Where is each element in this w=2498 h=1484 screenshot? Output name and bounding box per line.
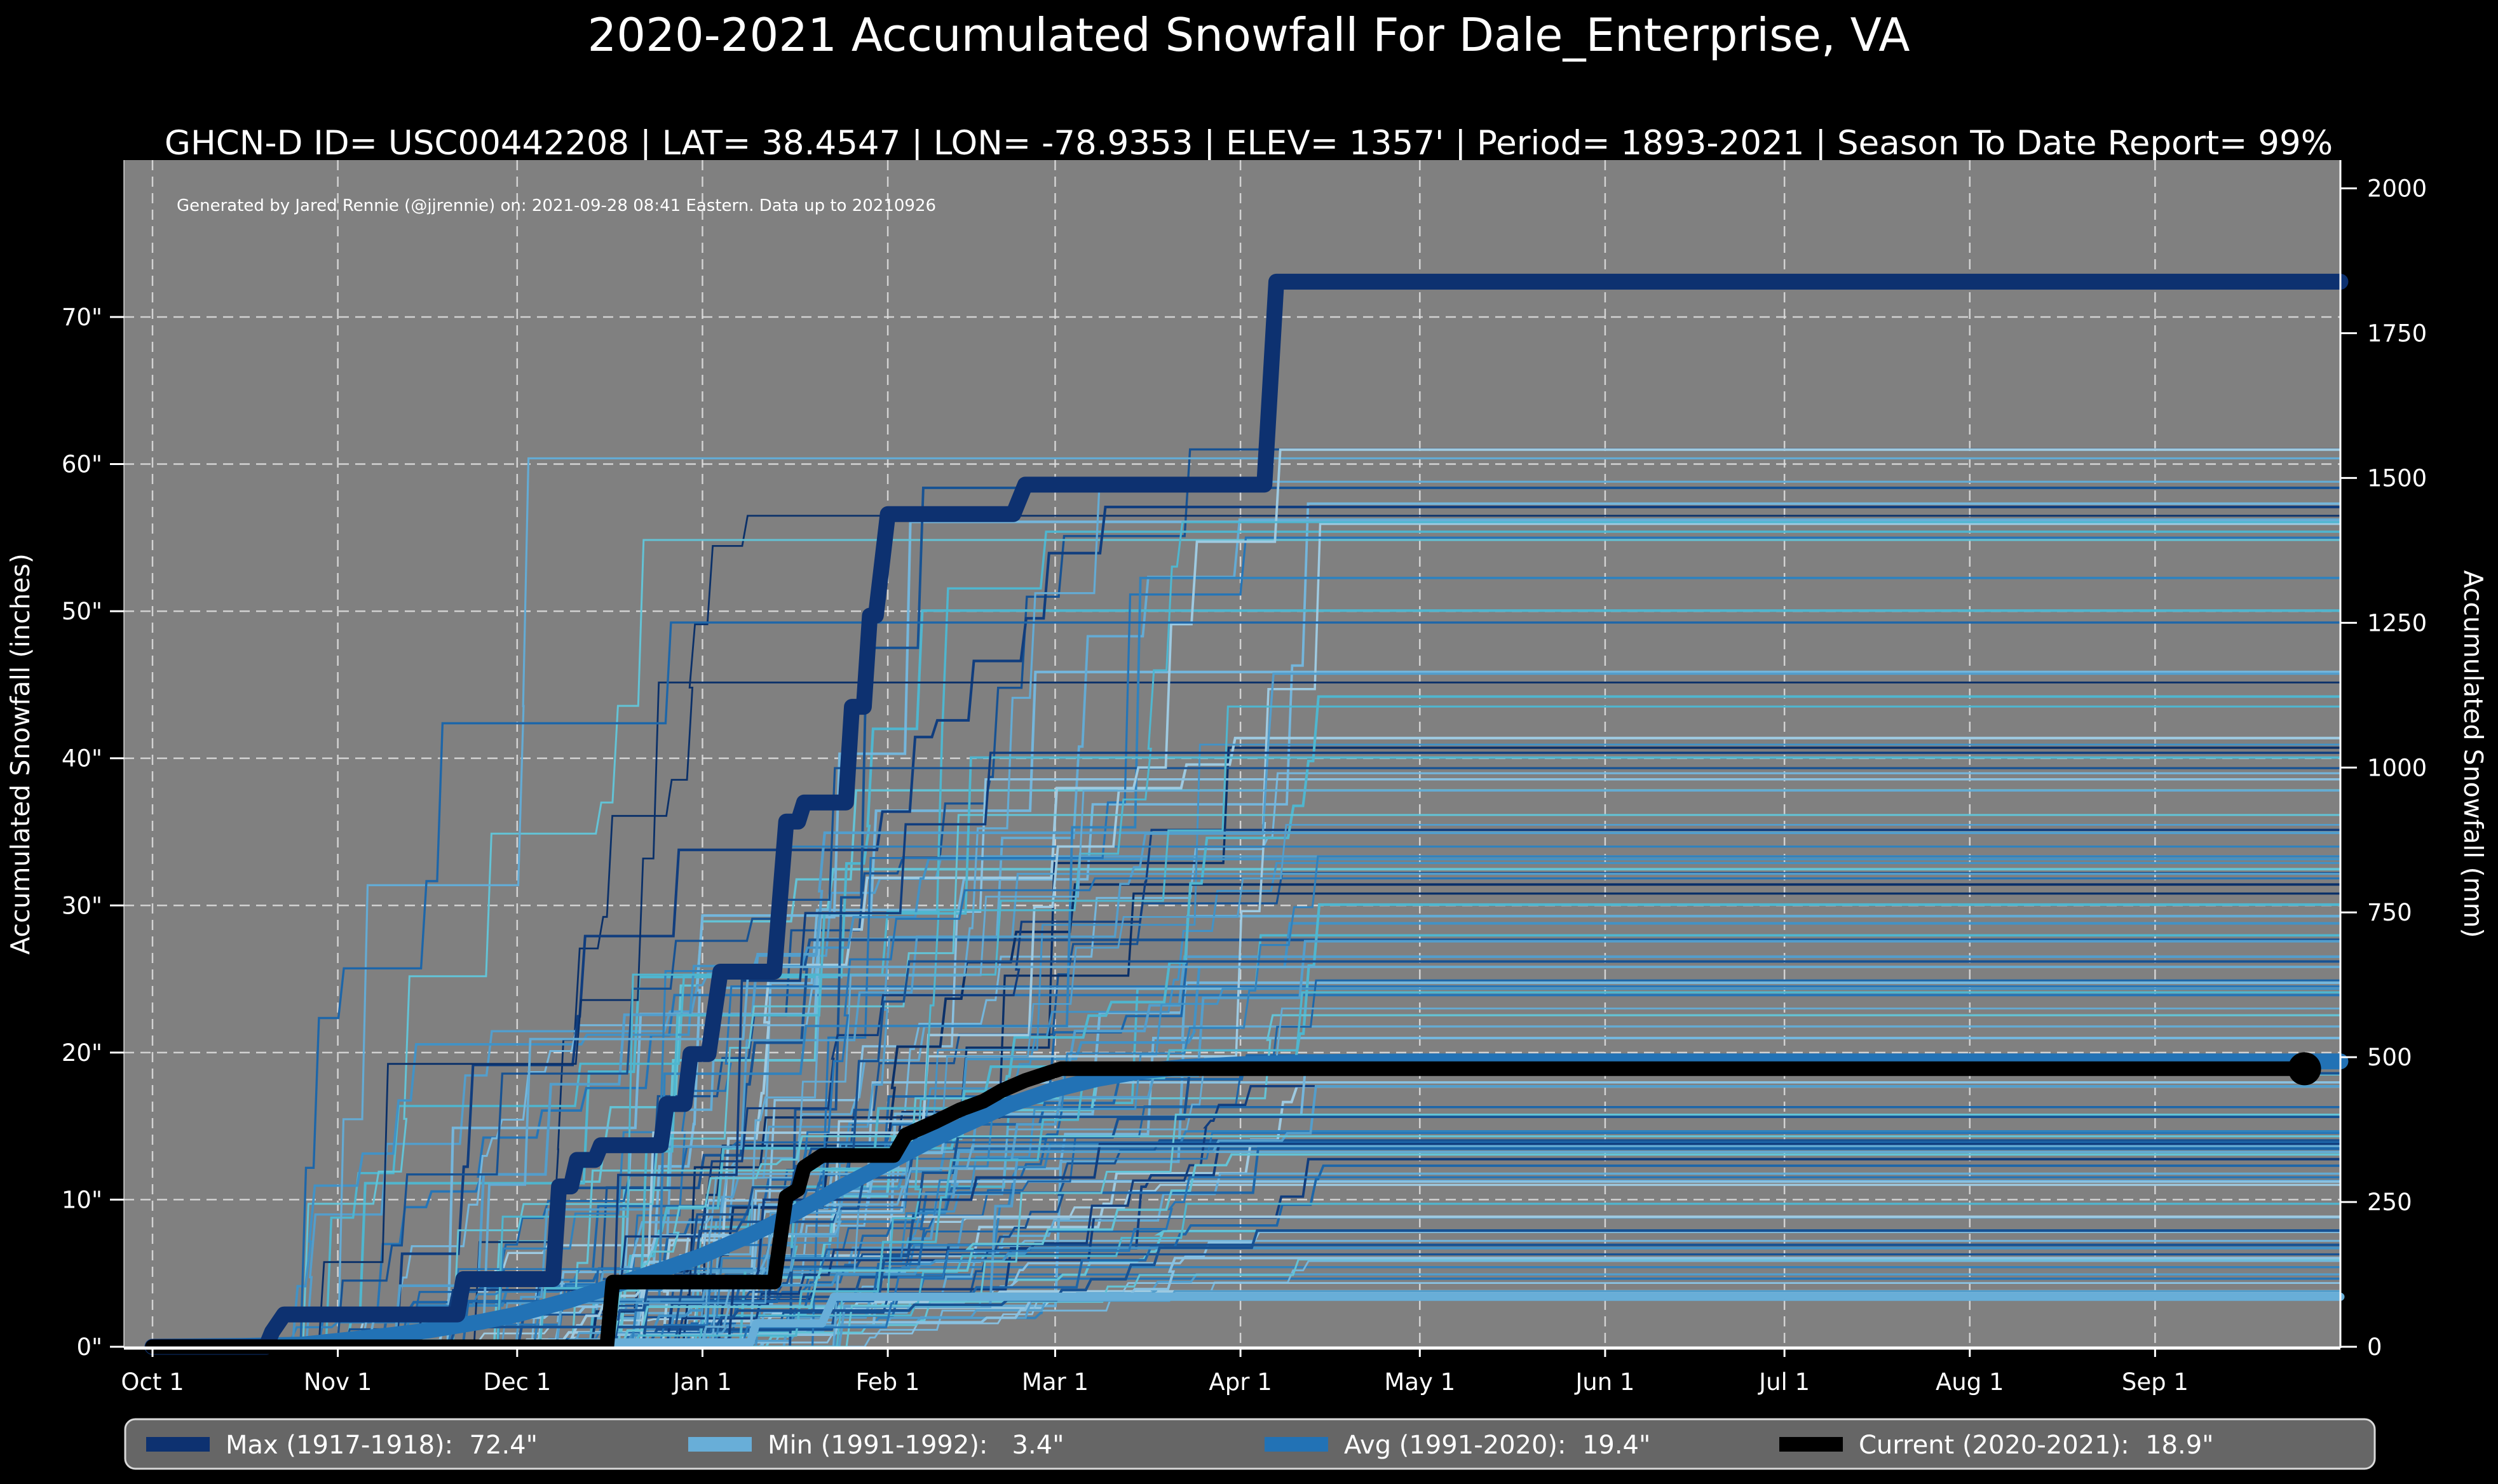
season-line — [153, 960, 2340, 1348]
x-tick-label: Aug 1 — [1936, 1368, 2004, 1396]
current-end-marker — [2288, 1052, 2321, 1086]
y-right-tick-label: 1500 — [2367, 464, 2427, 492]
legend-item-current: Current (2020-2021): 18.9" — [1779, 1431, 2214, 1460]
x-tick-label: Jun 1 — [1574, 1368, 1634, 1396]
y-axis-label-right: Accumulated Snowfall (mm) — [2458, 570, 2488, 938]
season-line — [153, 790, 2340, 1348]
max-line — [144, 273, 2349, 1355]
y-left-tick-label: 0" — [76, 1333, 102, 1361]
y-right-tick-label: 0 — [2367, 1333, 2382, 1361]
y-right-tick-label: 250 — [2367, 1189, 2412, 1216]
season-line — [153, 756, 2340, 1348]
legend-swatch-max — [146, 1437, 210, 1452]
generated-by-annotation: Generated by Jared Rennie (@jjrennie) on… — [177, 196, 936, 215]
season-line — [153, 872, 2340, 1348]
x-tick-label: Dec 1 — [483, 1368, 551, 1396]
season-line — [153, 1260, 2340, 1348]
y-left-tick-label: 50" — [62, 598, 102, 625]
season-line — [153, 539, 2340, 1348]
season-line — [153, 1145, 2340, 1348]
y-axis-label-left: Accumulated Snowfall (inches) — [5, 553, 36, 955]
y-left-tick-label: 60" — [62, 451, 102, 478]
season-line — [153, 1139, 2340, 1348]
season-line — [153, 1203, 2340, 1348]
season-line — [153, 515, 2340, 1348]
y-right-tick-label: 750 — [2367, 899, 2412, 926]
x-tick-label: Sep 1 — [2122, 1368, 2189, 1396]
x-tick-label: Mar 1 — [1022, 1368, 1089, 1396]
axes — [110, 160, 2357, 1357]
season-line — [153, 1153, 2340, 1348]
legend-label-min: Min (1991-1992): 3.4" — [768, 1431, 1064, 1460]
season-line — [153, 1157, 2340, 1348]
y-left-tick-label: 40" — [62, 745, 102, 772]
y-left-tick-label: 10" — [62, 1186, 102, 1213]
season-line — [153, 530, 2340, 1348]
highlighted-series — [144, 273, 2349, 1355]
chart-subtitle: GHCN-D ID= USC00442208 | LAT= 38.4547 | … — [165, 124, 2333, 163]
season-line — [153, 1085, 2340, 1348]
legend-item-min: Min (1991-1992): 3.4" — [688, 1431, 1064, 1460]
legend-swatch-current — [1779, 1437, 1843, 1452]
tick-labels: 0" 10" 20" 30" 40" 50" 60" 70" 0 250 500 750 1000 125… — [62, 175, 2427, 1396]
season-line — [153, 695, 2340, 1349]
season-line — [153, 1114, 2340, 1348]
season-line — [153, 940, 2340, 1348]
historical-season-lines — [153, 448, 2340, 1349]
season-line — [153, 1258, 2340, 1348]
x-tick-label: May 1 — [1384, 1368, 1455, 1396]
current-line — [145, 1061, 2312, 1354]
season-line — [153, 621, 2340, 1348]
y-right-tick-label: 1000 — [2367, 754, 2427, 781]
y-right-tick-label: 500 — [2367, 1044, 2412, 1071]
legend-swatch-min — [688, 1437, 752, 1452]
season-line — [153, 576, 2340, 1348]
x-tick-label: Jul 1 — [1758, 1368, 1810, 1396]
season-line — [153, 681, 2340, 1348]
season-line — [153, 457, 2340, 1348]
legend-label-avg: Avg (1991-2020): 19.4" — [1344, 1431, 1650, 1460]
y-left-tick-label: 20" — [62, 1039, 102, 1067]
y-left-tick-label: 30" — [62, 892, 102, 919]
x-tick-label: Oct 1 — [121, 1368, 184, 1396]
season-line — [153, 752, 2340, 1348]
season-line — [153, 1141, 2340, 1348]
season-line — [153, 1145, 2340, 1348]
x-tick-label: Feb 1 — [856, 1368, 920, 1396]
legend-item-avg: Avg (1991-2020): 19.4" — [1265, 1431, 1650, 1460]
x-tick-label: Jan 1 — [672, 1368, 731, 1396]
y-right-tick-label: 1250 — [2367, 609, 2427, 637]
legend-label-max: Max (1917-1918): 72.4" — [226, 1431, 538, 1460]
season-line — [153, 705, 2340, 1348]
season-line — [153, 536, 2340, 1348]
legend-swatch-avg — [1265, 1437, 1328, 1452]
season-line — [153, 831, 2340, 1349]
y-right-tick-label: 1750 — [2367, 320, 2427, 347]
y-right-tick-label: 2000 — [2367, 175, 2427, 203]
legend: Max (1917-1918): 72.4" Min (1991-1992): … — [124, 1418, 2376, 1470]
x-tick-label: Nov 1 — [304, 1368, 372, 1396]
season-line — [153, 736, 2340, 1349]
season-line — [153, 828, 2340, 1348]
legend-label-current: Current (2020-2021): 18.9" — [1859, 1431, 2214, 1460]
page-title: 2020-2021 Accumulated Snowfall For Dale_… — [587, 8, 1910, 62]
season-line — [153, 672, 2340, 1348]
x-tick-label: Apr 1 — [1209, 1368, 1272, 1396]
legend-box — [124, 1418, 2376, 1470]
season-line — [153, 1176, 2340, 1348]
season-line — [153, 858, 2340, 1348]
legend-item-max: Max (1917-1918): 72.4" — [146, 1431, 538, 1460]
y-left-tick-label: 70" — [62, 304, 102, 331]
season-line — [153, 521, 2340, 1348]
